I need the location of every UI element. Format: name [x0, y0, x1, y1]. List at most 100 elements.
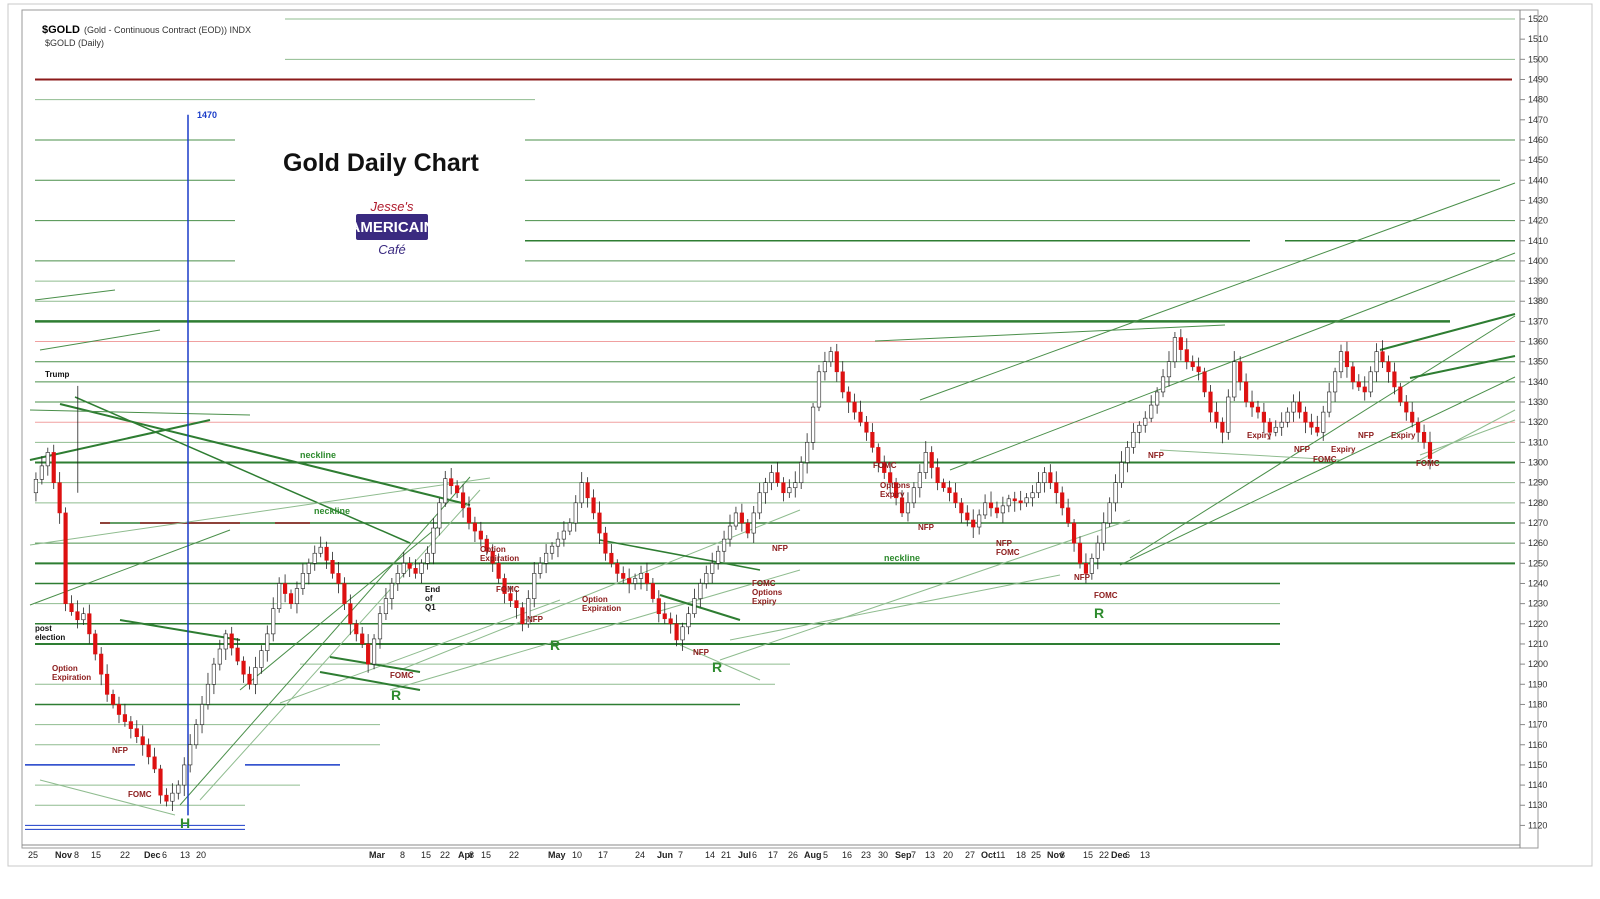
- candle-down: [93, 633, 98, 655]
- candle-up: [1042, 472, 1047, 483]
- annotation-label: FOMC: [996, 548, 1020, 557]
- candle-down: [1238, 361, 1243, 383]
- annotation-label: R: [391, 687, 401, 703]
- candle-down: [330, 559, 335, 574]
- x-tick-label: 5: [823, 850, 828, 860]
- candle-down: [597, 512, 602, 534]
- candle-down: [1344, 351, 1350, 368]
- candle-down: [152, 756, 157, 770]
- header-subtitle: $GOLD (Daily): [45, 38, 104, 48]
- x-tick-label: 17: [598, 850, 608, 860]
- candle-down: [876, 447, 881, 463]
- candle-down: [662, 613, 667, 620]
- candle-down: [656, 598, 661, 615]
- candle-down: [460, 492, 466, 509]
- y-tick-label: 1200: [1528, 659, 1548, 669]
- y-tick-label: 1150: [1528, 760, 1547, 770]
- trend-line: [874, 324, 1226, 342]
- y-tick-label: 1230: [1528, 599, 1548, 609]
- candle-down: [514, 600, 519, 608]
- x-tick-label: Dec: [144, 850, 161, 860]
- candle-down: [1297, 401, 1302, 413]
- candle-up: [1000, 505, 1005, 514]
- candle-up: [822, 361, 827, 373]
- trend-line: [329, 656, 421, 673]
- trend-line: [1129, 315, 1516, 559]
- y-tick-label: 1500: [1528, 54, 1548, 64]
- trend-line: [119, 619, 241, 641]
- annotation-label: R: [712, 659, 722, 675]
- candle-down: [1421, 431, 1427, 443]
- candle-up: [383, 598, 389, 615]
- candle-up: [526, 598, 531, 625]
- y-tick-label: 1490: [1528, 74, 1548, 84]
- candle-up: [751, 512, 756, 534]
- candle-up: [816, 371, 822, 408]
- candle-down: [63, 512, 68, 604]
- x-tick-label: 22: [509, 850, 519, 860]
- x-tick-label: 23: [861, 850, 871, 860]
- candle-up: [377, 613, 383, 640]
- candle-down: [1196, 366, 1201, 373]
- trend-line: [729, 574, 1061, 641]
- candle-down: [478, 530, 483, 540]
- candle-down: [953, 492, 958, 504]
- candle-up: [1279, 421, 1284, 428]
- candle-up: [633, 578, 638, 584]
- candle-down: [342, 583, 347, 604]
- candle-down: [413, 568, 418, 574]
- annotation-label: post: [35, 624, 52, 633]
- candle-down: [615, 563, 620, 574]
- y-tick-label: 1360: [1528, 337, 1548, 347]
- candle-up: [1101, 522, 1106, 544]
- candle-down: [988, 502, 994, 509]
- candle-up: [306, 563, 311, 574]
- candle-up: [716, 550, 721, 564]
- candle-up: [561, 530, 566, 540]
- candle-down: [585, 482, 590, 499]
- annotation-label: NFP: [527, 615, 544, 624]
- x-tick-label: 27: [965, 850, 975, 860]
- candle-down: [51, 452, 56, 483]
- candle-down: [834, 351, 839, 373]
- x-tick-label: 10: [572, 850, 582, 860]
- x-tick-label: 6: [1125, 850, 1130, 860]
- trend-line: [39, 779, 176, 816]
- y-tick-label: 1180: [1528, 699, 1547, 709]
- trend-line: [599, 539, 761, 571]
- y-axis: 1120 1130 1140 1150 1160 1170 1180 1190 1200 1210…: [1519, 10, 1548, 848]
- candle-up: [176, 784, 181, 794]
- candle-down: [739, 512, 744, 524]
- candle-down: [1018, 500, 1023, 504]
- candle-up: [1160, 376, 1166, 393]
- annotation-label: neckline: [314, 506, 350, 516]
- candle-down: [947, 487, 952, 494]
- candle-up: [39, 465, 44, 480]
- candle-up: [1232, 361, 1237, 398]
- candle-up: [1137, 424, 1142, 433]
- annotation-label: R: [1094, 605, 1104, 621]
- y-tick-label: 1290: [1528, 478, 1548, 488]
- trend-line: [74, 396, 411, 544]
- x-tick-label: 20: [196, 850, 206, 860]
- candle-down: [965, 512, 970, 521]
- candle-up: [828, 351, 833, 363]
- x-tick-label: Jul: [738, 850, 751, 860]
- candle-down: [1244, 381, 1249, 403]
- y-tick-label: 1420: [1528, 216, 1548, 226]
- candle-up: [199, 704, 205, 725]
- candle-up: [211, 663, 216, 685]
- candle-up: [977, 514, 982, 528]
- annotation-label: R: [550, 637, 560, 653]
- candle-up: [1285, 411, 1290, 423]
- annotation-label: NFP: [1358, 431, 1375, 440]
- candle-down: [1261, 411, 1266, 423]
- x-tick-label: 18: [1016, 850, 1026, 860]
- candle-down: [929, 452, 934, 468]
- y-tick-label: 1240: [1528, 578, 1548, 588]
- candle-down: [1220, 421, 1225, 433]
- annotation-label: FOMC: [752, 579, 776, 588]
- annotation-label: election: [35, 633, 65, 642]
